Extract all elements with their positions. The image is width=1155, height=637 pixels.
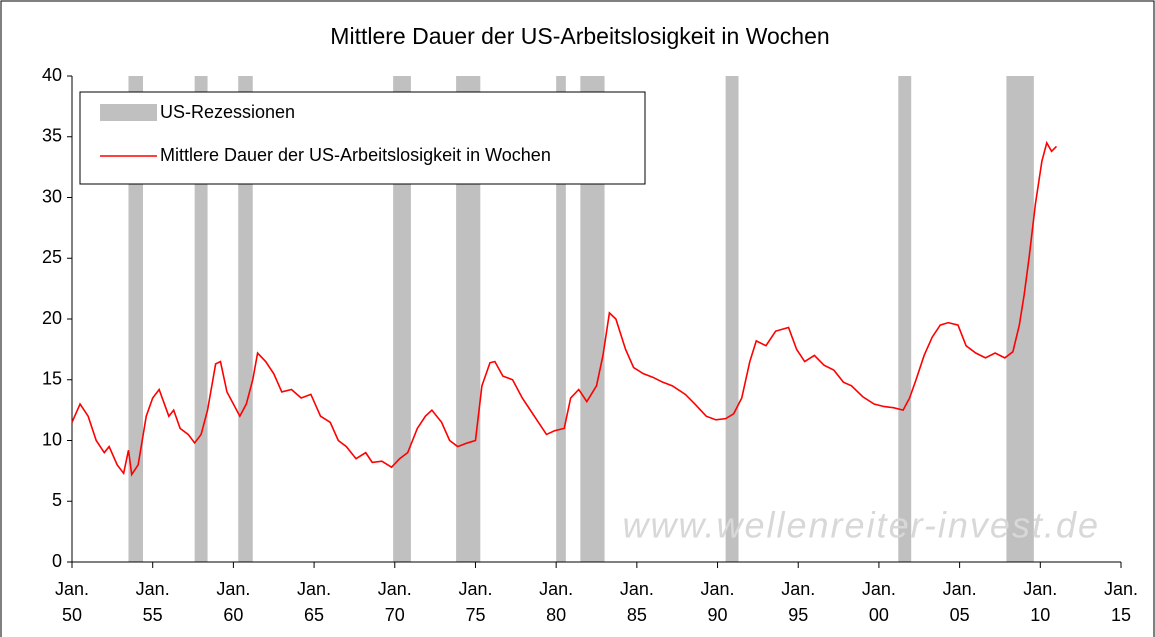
y-tick-label: 10 [42,429,62,449]
x-tick-label: Jan. 85 [619,579,654,625]
x-tick-label: Jan. 10 [1023,579,1058,625]
y-tick-label: 0 [52,551,62,571]
y-tick-label: 30 [42,186,62,206]
y-tick-label: 40 [42,65,62,85]
legend-box [79,91,646,185]
line-series [71,140,1058,477]
watermark: www.wellenreiter-invest.de [622,505,1100,546]
x-tick-label: Jan. 80 [539,579,574,625]
recession-band [556,76,566,562]
y-tick-label: 35 [42,126,62,146]
recession-band [898,76,912,562]
x-tick-label: Jan. 15 [1103,579,1139,625]
legend-label: US-Rezessionen [160,102,295,122]
recession-band [238,76,253,562]
x-tick-label: Jan. 65 [297,579,332,625]
legend-swatch [100,104,157,121]
recession-band [725,76,739,562]
x-tick-label: Jan. 70 [377,579,412,625]
legend-label: Mittlere Dauer der US-Arbeitslosigkeit i… [160,145,551,165]
chart-title: Mittlere Dauer der US-Arbeitslosigkeit i… [330,23,829,49]
x-tick-label: Jan. 95 [781,579,816,625]
recession-band [194,76,208,562]
x-tick-label: Jan. 55 [135,579,170,625]
y-tick-label: 5 [52,490,62,510]
x-tick-label: Jan. 90 [700,579,735,625]
x-tick-label: Jan. 05 [942,579,977,625]
y-tick-label: 20 [42,308,62,328]
y-tick-label: 15 [42,369,62,389]
recession-band [393,76,411,562]
x-tick-label: Jan. 75 [458,579,493,625]
x-tick-label: Jan. 60 [216,579,251,625]
x-tick-label: Jan. 00 [861,579,896,625]
recession-band [128,76,144,562]
y-tick-label: 25 [42,247,62,267]
x-tick-label: Jan. 50 [54,579,90,625]
